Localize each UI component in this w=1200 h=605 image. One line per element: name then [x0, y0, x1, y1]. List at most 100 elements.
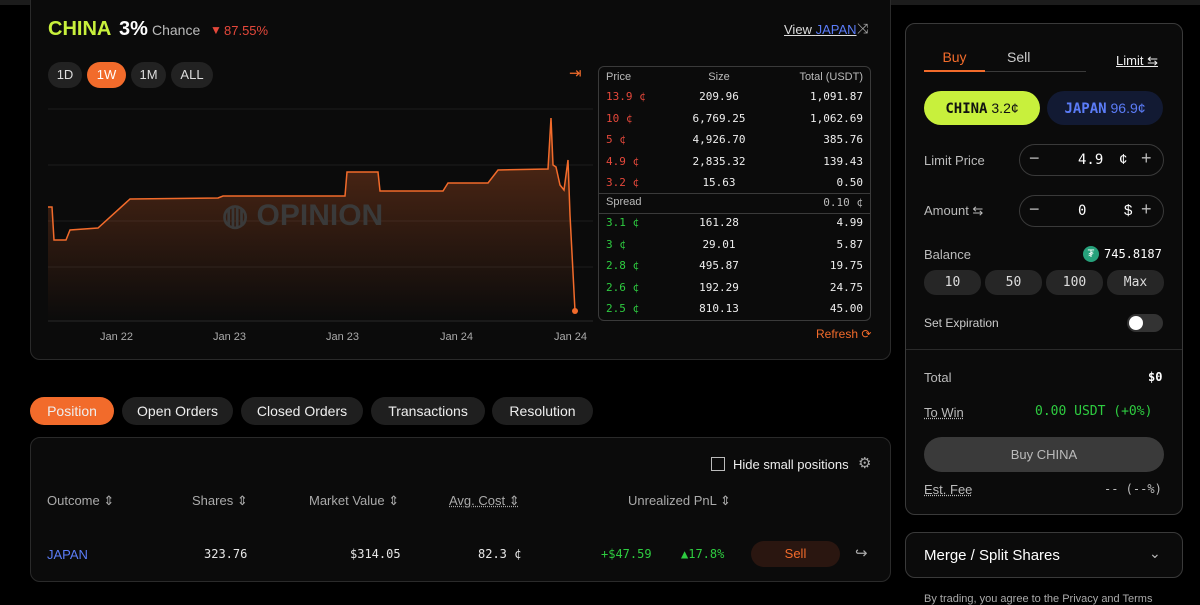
ob-bid-cell: 4.99 [837, 216, 864, 229]
quick-amount[interactable]: 50 [985, 270, 1042, 295]
collapse-icon[interactable]: ⇥ [569, 64, 582, 82]
tab[interactable]: Transactions [371, 397, 485, 425]
ob-ask-cell: 1,062.69 [810, 112, 863, 125]
column-header[interactable]: Unrealized PnL ⇕ [628, 493, 731, 509]
ob-header: Total (USDT) [799, 71, 863, 83]
footer-note: By trading, you agree to the Privacy and… [924, 593, 1152, 605]
x-label: Jan 23 [213, 331, 246, 343]
submit-button[interactable]: Buy CHINA [924, 437, 1164, 472]
sell-tab[interactable]: Sell [1007, 49, 1030, 65]
limit-select[interactable]: Limit ⇆ [1116, 53, 1158, 69]
header-text: Outcome [47, 493, 100, 508]
ob-bid-price: 2.6 ¢ [606, 281, 639, 294]
quick-amount[interactable]: 100 [1046, 270, 1103, 295]
ob-bid-cell: 24.75 [830, 281, 863, 294]
tab[interactable]: Resolution [492, 397, 593, 425]
market-percent: 3% [119, 18, 148, 41]
ob-ask-cell: 1,091.87 [810, 90, 863, 103]
column-header[interactable]: Avg. Cost ⇕ [449, 493, 520, 509]
pnl-percent: ▲17.8% [681, 547, 724, 561]
buy-tab[interactable]: Buy [924, 49, 985, 65]
balance-value: 745.8187 [1104, 247, 1162, 261]
minus[interactable]: − [1029, 199, 1040, 220]
ob-bid-cell: 45.00 [830, 302, 863, 315]
sell-button[interactable]: Sell [751, 541, 840, 567]
ob-bid-cell: 810.13 [669, 302, 769, 315]
tab[interactable]: Closed Orders [241, 397, 363, 425]
watermark-text: OPINION [257, 199, 384, 232]
ob-ask-cell: 2,835.32 [669, 155, 769, 168]
checkbox[interactable] [711, 457, 725, 471]
plus[interactable]: + [1141, 199, 1152, 220]
refresh-text: Refresh [816, 327, 858, 341]
ob-ask-price: 5 ¢ [606, 133, 626, 146]
fee-value: -- (--%) [1104, 482, 1162, 496]
ob-header: Price [606, 71, 631, 83]
spread-value: 0.10 ¢ [823, 196, 863, 209]
ob-bid-cell: 29.01 [669, 238, 769, 251]
swap-icon[interactable]: ⤨ [857, 20, 868, 37]
share-icon[interactable]: ↪ [855, 544, 868, 562]
limit-price-label: Limit Price [924, 153, 985, 168]
ob-ask-cell: 0.50 [837, 176, 864, 189]
amount-unit: $ [1124, 202, 1132, 219]
outcome-no[interactable]: JAPAN 96.9¢ [1047, 91, 1163, 125]
range-button[interactable]: 1M [131, 62, 166, 88]
ob-header: Size [669, 71, 769, 83]
view-name: JAPAN [816, 22, 857, 37]
view-link[interactable]: View JAPAN [784, 22, 857, 37]
spread-label: Spread [606, 196, 641, 208]
x-label: Jan 24 [554, 331, 587, 343]
outcome-no-price: 96.9¢ [1111, 100, 1146, 116]
ob-ask-price: 4.9 ¢ [606, 155, 639, 168]
x-label: Jan 22 [100, 331, 133, 343]
buy-underline [924, 70, 985, 72]
ob-ask-price: 13.9 ¢ [606, 90, 646, 103]
watermark: ◍ OPINION [222, 198, 383, 233]
chance-label: Chance [152, 22, 200, 38]
fee-label: Est. Fee [924, 482, 972, 497]
ob-bid-price: 3.1 ¢ [606, 216, 639, 229]
usdt-icon: ₮ [1083, 246, 1099, 262]
plus[interactable]: + [1141, 148, 1152, 169]
quick-amount[interactable]: Max [1107, 270, 1164, 295]
outcome-yes-name: CHINA [945, 101, 987, 117]
chevron: ⌄ [1149, 545, 1161, 562]
tab-active[interactable]: Position [30, 397, 114, 425]
outcome-yes[interactable]: CHINA 3.2¢ [924, 91, 1040, 125]
pnl-percent-text: 17.8% [688, 547, 724, 561]
column-header[interactable]: Shares ⇕ [192, 493, 248, 509]
ob-bid-price: 2.8 ¢ [606, 259, 639, 272]
ob-ask-price: 3.2 ¢ [606, 176, 639, 189]
x-label: Jan 23 [326, 331, 359, 343]
refresh-button[interactable]: Refresh ⟳ [816, 327, 871, 341]
ob-bid-cell: 192.29 [669, 281, 769, 294]
range-button[interactable]: ALL [171, 62, 213, 88]
expiration-toggle[interactable] [1127, 314, 1163, 332]
limit-price-value: 4.9 [1078, 152, 1103, 168]
column-header[interactable]: Market Value ⇕ [309, 493, 399, 509]
outcome-no-name: JAPAN [1064, 101, 1106, 117]
range-button[interactable]: 1D [48, 62, 82, 88]
header-text: Avg. Cost [449, 493, 505, 508]
quick-amount[interactable]: 10 [924, 270, 981, 295]
market-name: CHINA [48, 18, 111, 41]
market-value: $314.05 [350, 547, 401, 561]
tab[interactable]: Open Orders [122, 397, 233, 425]
view-prefix: View [784, 22, 812, 37]
ob-ask-cell: 139.43 [823, 155, 863, 168]
minus[interactable]: − [1029, 148, 1040, 169]
change-arrow: ▼ [210, 23, 222, 37]
ob-bid-cell: 5.87 [837, 238, 864, 251]
range-button-active[interactable]: 1W [87, 62, 126, 88]
settings-icon[interactable]: ⚙ [858, 454, 871, 472]
column-header[interactable]: Outcome ⇕ [47, 493, 114, 509]
ob-ask-cell: 209.96 [669, 90, 769, 103]
amount-text: Amount [924, 203, 969, 218]
ob-bid-cell: 161.28 [669, 216, 769, 229]
merge-label: Merge / Split Shares [924, 547, 1060, 564]
ob-ask-price: 10 ¢ [606, 112, 633, 125]
outcome[interactable]: JAPAN [47, 547, 88, 562]
avg-cost: 82.3 ¢ [478, 547, 521, 561]
